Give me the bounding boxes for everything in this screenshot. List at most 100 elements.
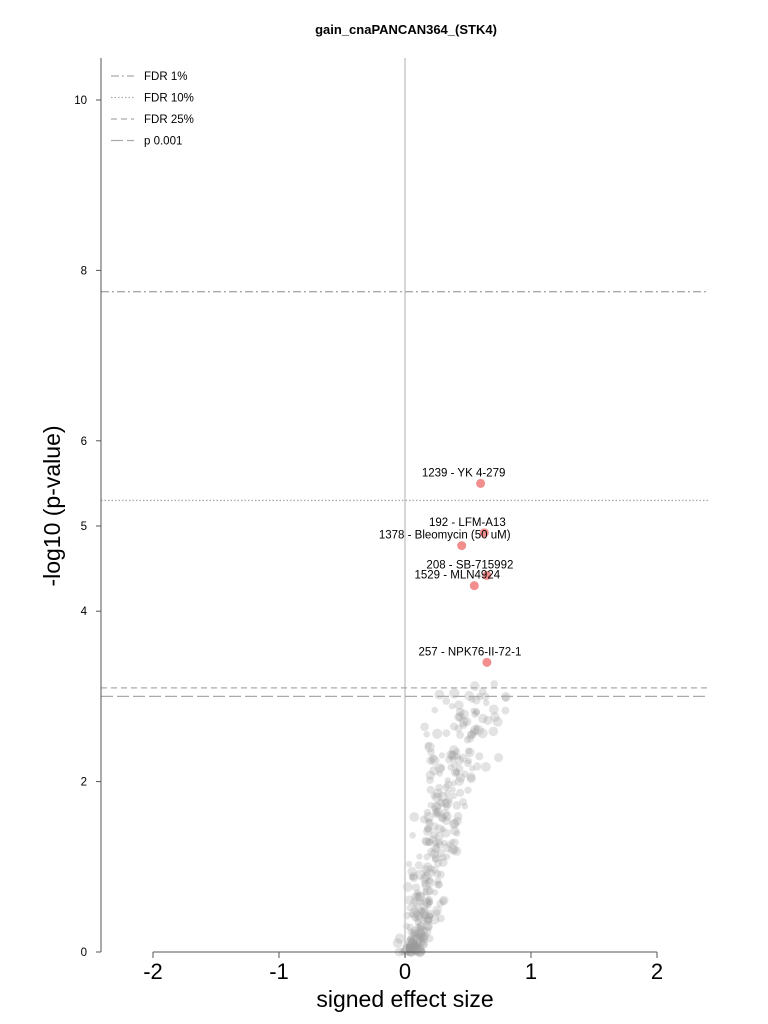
data-point <box>441 839 448 847</box>
data-point <box>424 742 433 750</box>
data-point <box>424 825 432 833</box>
data-point <box>420 927 428 935</box>
data-point <box>417 934 424 942</box>
data-point <box>442 802 451 811</box>
data-point <box>442 816 451 826</box>
data-point <box>458 753 468 763</box>
data-point <box>432 792 442 803</box>
data-point <box>432 905 442 916</box>
data-point <box>435 838 443 846</box>
data-point <box>443 843 452 853</box>
data-point <box>428 754 438 763</box>
background-points <box>392 680 511 958</box>
data-point <box>435 824 445 834</box>
data-point <box>442 798 453 809</box>
data-point <box>416 921 425 931</box>
data-point <box>445 796 453 804</box>
data-point <box>421 911 430 920</box>
data-point <box>420 873 430 884</box>
data-point <box>453 748 461 756</box>
highlighted-point <box>479 528 489 538</box>
data-point <box>408 943 419 953</box>
data-point <box>408 911 415 918</box>
data-point <box>408 873 416 881</box>
data-point <box>483 715 493 726</box>
data-point <box>488 704 499 715</box>
data-point <box>492 716 503 727</box>
data-point <box>431 706 438 714</box>
data-point <box>405 860 413 868</box>
data-point <box>464 759 472 768</box>
data-point <box>433 807 442 816</box>
data-point <box>465 747 473 755</box>
data-point <box>455 764 464 773</box>
data-point <box>431 844 441 853</box>
data-point <box>466 772 476 782</box>
data-point <box>494 753 504 763</box>
data-point <box>444 777 451 784</box>
data-point <box>436 848 446 858</box>
data-point <box>426 776 434 784</box>
data-point <box>409 812 420 822</box>
data-point <box>461 770 469 778</box>
data-point <box>409 898 419 908</box>
data-point <box>416 937 426 947</box>
data-point <box>442 697 451 705</box>
data-point <box>475 752 484 761</box>
data-point <box>422 888 429 896</box>
data-point <box>424 878 435 888</box>
x-tick-label: -1 <box>269 959 289 984</box>
data-point <box>437 791 448 802</box>
data-point <box>433 801 443 811</box>
data-point <box>432 728 443 739</box>
data-point <box>421 865 431 874</box>
data-point <box>415 869 426 880</box>
data-point <box>406 934 415 943</box>
data-point <box>429 755 440 766</box>
data-point <box>439 808 450 819</box>
data-point <box>414 918 422 926</box>
data-point <box>413 909 421 917</box>
data-point <box>410 941 419 949</box>
data-point <box>472 724 480 732</box>
data-point <box>407 937 418 948</box>
data-point <box>414 923 423 932</box>
legend: FDR 1% FDR 10% FDR 25% p 0.001 <box>111 71 194 148</box>
data-point <box>490 712 500 722</box>
data-point <box>421 926 432 937</box>
data-point <box>409 832 417 839</box>
data-point <box>439 897 447 906</box>
data-point <box>418 900 430 911</box>
data-point <box>421 879 429 888</box>
data-point <box>414 889 422 897</box>
data-point <box>413 928 423 938</box>
data-point <box>411 883 421 892</box>
data-point <box>454 776 465 786</box>
data-point <box>408 938 416 946</box>
data-point <box>409 926 420 937</box>
data-point <box>467 730 477 740</box>
data-point <box>430 792 438 800</box>
data-point <box>419 909 429 919</box>
data-point <box>463 735 472 744</box>
data-point <box>418 933 429 944</box>
data-point <box>406 944 416 954</box>
data-point <box>416 913 425 923</box>
data-point <box>413 942 421 950</box>
data-point <box>428 868 436 877</box>
data-point <box>406 923 414 932</box>
threshold-lines <box>101 291 709 698</box>
data-point <box>452 768 461 776</box>
data-point <box>424 896 432 903</box>
data-point <box>426 785 435 794</box>
data-point <box>442 811 452 821</box>
data-point <box>407 928 415 936</box>
data-point <box>414 891 426 903</box>
data-point <box>411 941 418 948</box>
data-point <box>450 792 458 800</box>
y-tick-label: 6 <box>81 436 87 448</box>
data-point <box>431 855 440 863</box>
data-point <box>431 801 442 812</box>
data-point <box>430 830 439 840</box>
